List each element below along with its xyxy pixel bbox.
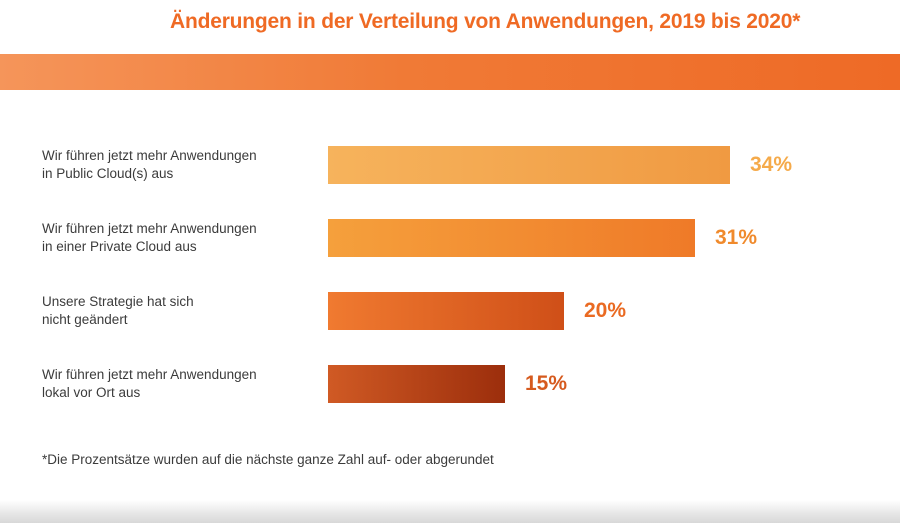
category-label: Unsere Strategie hat sich nicht geändert [42, 293, 322, 329]
bar [328, 292, 564, 330]
category-label-line: nicht geändert [42, 312, 128, 327]
category-label-line: in Public Cloud(s) aus [42, 166, 174, 181]
bar [328, 146, 730, 184]
bar [328, 365, 505, 403]
footnote: *Die Prozentsätze wurden auf die nächste… [42, 452, 494, 467]
value-label: 31% [715, 226, 758, 249]
category-label-line: Wir führen jetzt mehr Anwendungen [42, 367, 257, 382]
category-label: Wir führen jetzt mehr Anwendungen in eine… [42, 220, 322, 256]
category-label: Wir führen jetzt mehr Anwendungen lokal v… [42, 366, 322, 402]
value-label: 15% [525, 372, 568, 395]
category-label-line: Wir führen jetzt mehr Anwendungen [42, 148, 257, 163]
value-label: 34% [750, 153, 793, 176]
category-label: Wir führen jetzt mehr Anwendungen in Publ… [42, 147, 322, 183]
header-band [0, 54, 900, 90]
bar [328, 219, 695, 257]
category-label-line: Unsere Strategie hat sich [42, 294, 194, 309]
value-label: 20% [584, 299, 627, 322]
category-label-line: Wir führen jetzt mehr Anwendungen [42, 221, 257, 236]
bottom-shadow [0, 500, 900, 523]
chart-title: Änderungen in der Verteilung von Anwendu… [170, 10, 801, 33]
category-label-line: lokal vor Ort aus [42, 385, 141, 400]
bar-chart: Wir führen jetzt mehr Anwendungen in Publ… [0, 90, 900, 430]
category-label-line: in einer Private Cloud aus [42, 239, 197, 254]
